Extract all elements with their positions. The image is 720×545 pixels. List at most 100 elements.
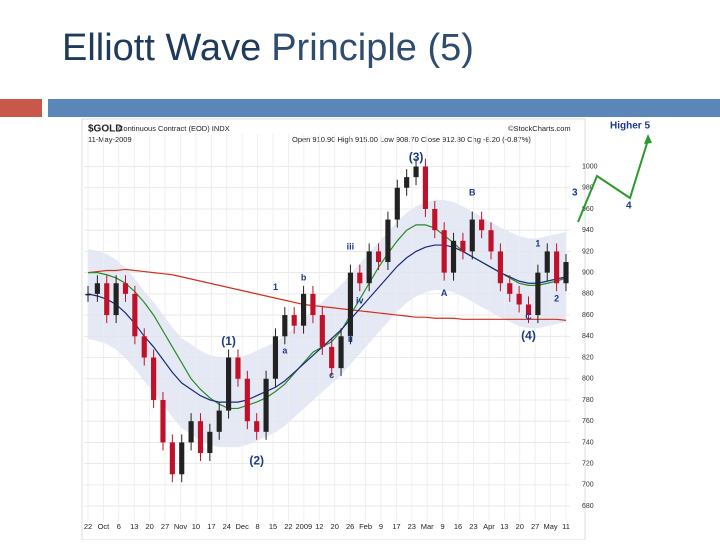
x-tick-label: 13 [500,522,508,531]
x-tick-label: 17 [207,522,215,531]
x-tick-label: 9 [379,522,383,531]
x-tick-label: 23 [408,522,416,531]
wave-label: (3) [409,150,424,164]
candle [272,336,279,379]
candle [113,283,119,316]
arrow-head [644,134,652,144]
candle [413,166,419,178]
candle [347,272,354,337]
x-tick-label: 2009 [296,522,313,531]
x-tick-label: Oct [98,522,111,531]
ma-line [87,268,567,321]
projection-line [577,139,649,223]
x-tick-label: May [543,522,557,531]
y-tick-label: 760 [582,418,594,425]
candle [207,431,213,454]
x-tick-label: 22 [284,522,292,531]
x-tick-label: 20 [516,522,524,531]
candle [404,177,410,188]
candle [300,293,307,326]
y-tick-label: 820 [582,354,594,361]
x-tick-label: Nov [174,522,188,531]
candle [310,293,316,316]
candle [525,304,532,316]
candle [329,346,335,369]
wave-label: C [525,312,532,322]
x-tick-label: Feb [359,522,372,531]
x-tick-label: 27 [531,522,539,531]
candle [535,272,541,316]
candle [319,315,325,347]
x-tick-label: 16 [454,522,462,531]
candle [422,166,428,209]
wave-label: (4) [521,328,536,342]
candle [385,219,391,263]
x-tick-label: Apr [483,522,495,531]
candle [554,251,560,284]
slide-title: Elliott Wave Principle (5) [62,27,474,69]
y-tick-label: 840 [582,333,594,340]
chart-header: Continuous Contract (EOD) INDX [118,124,230,133]
x-tick-label: 20 [331,522,339,531]
wave-label: ii [348,334,353,344]
x-tick-label: 9 [441,522,445,531]
candle [282,315,288,337]
candle [235,357,241,379]
candle [85,293,91,296]
candle [169,442,175,475]
title-rest: Principle (5) [271,27,474,69]
accent-bar [0,99,42,117]
y-tick-label: 920 [582,248,594,255]
candle [479,219,485,231]
wave-label: A [441,288,448,298]
candle [179,442,185,475]
candle [450,240,457,273]
x-tick-label: 23 [469,522,477,531]
y-tick-label: 940 [582,227,594,234]
wave-label: 1 [535,238,540,248]
x-tick-label: Mar [421,522,434,531]
y-tick-label: 980 [582,185,594,192]
ma-line [87,244,567,403]
wave-label: iv [356,296,364,306]
candle [441,230,447,273]
y-tick-label: 960 [582,206,594,213]
projection-label: Higher 5 [610,121,650,132]
x-tick-label: Dec [236,522,250,531]
candle [516,293,522,305]
x-tick-label: 20 [146,522,154,531]
wave-label: (2) [249,454,264,468]
candle [263,378,269,432]
wave-label: 1 [273,282,278,292]
wave-label: b [301,272,307,282]
x-tick-label: 10 [192,522,200,531]
x-tick-label: 12 [315,522,323,531]
x-tick-label: 26 [346,522,354,531]
x-tick-label: 8 [256,522,260,531]
y-tick-label: 800 [582,376,594,383]
wave-label: 2 [554,294,559,304]
wave-label: a [282,346,288,356]
candle [141,336,147,358]
y-tick-label: 900 [582,269,594,276]
x-tick-label: 11 [562,522,570,531]
candle [94,283,100,294]
candle [188,421,194,443]
projection-label: 4 [626,201,632,212]
title-strong: Elliott Wave [62,27,261,69]
candle [216,410,222,432]
chart-header: 11-May-2009 [88,135,132,144]
y-tick-label: 1000 [582,163,598,170]
candle [507,283,513,294]
chart-header: ©StockCharts.com [508,124,571,133]
header-bar [48,99,720,117]
x-tick-label: 13 [130,522,138,531]
candle [366,251,372,284]
chart-header: $GOLD [88,124,122,135]
candle [488,230,494,252]
candle [469,219,475,252]
y-tick-label: 780 [582,397,594,404]
x-tick-label: 24 [223,522,231,531]
